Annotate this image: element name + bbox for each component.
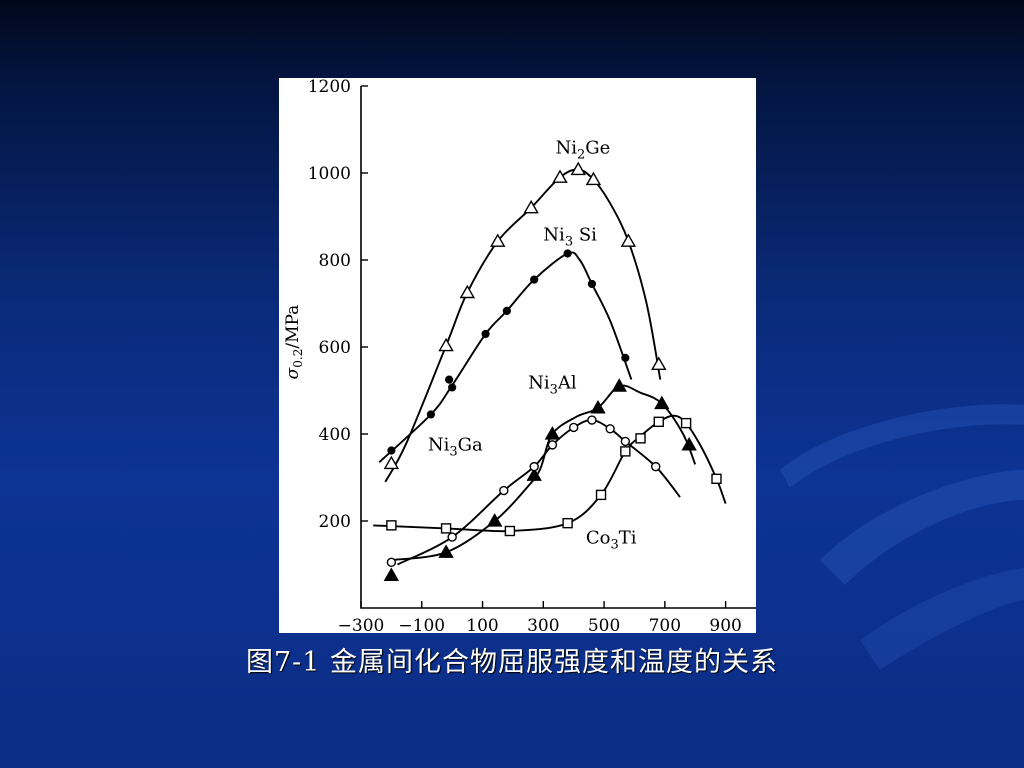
y-tick-label: 1000: [308, 164, 351, 184]
data-point-ni3ga: [587, 415, 597, 425]
data-point-ni3si: [587, 279, 597, 289]
data-point-ni2ge: [383, 455, 400, 470]
data-point-ni3si: [621, 353, 630, 362]
data-point-ni3si: [502, 306, 511, 315]
data-point-ni3al: [526, 467, 542, 481]
data-point-co3ti: [562, 517, 573, 529]
data-point-ni2ge: [552, 169, 568, 183]
data-point-ni3al: [544, 426, 561, 440]
data-point-ni3al: [438, 544, 454, 558]
y-tick-label: 1200: [308, 78, 351, 97]
data-point-ni2ge: [490, 233, 506, 247]
y-tick-label: 800: [319, 251, 351, 271]
data-point-ni2ge: [523, 199, 539, 214]
data-point-ni2ge: [570, 161, 586, 176]
data-point-ni2ge: [438, 337, 454, 352]
series-label-ni3al: Ni3Al: [528, 372, 577, 397]
series-label-ni3ga: Ni3Ga: [428, 435, 483, 460]
data-point-co3ti: [504, 525, 516, 537]
chart-panel: 200 400 600 800 1000 1200 −300 −100 100 300 500 700…: [279, 78, 756, 633]
data-point-ni3ga: [529, 461, 539, 472]
series-label-ni3si: Ni3 Si: [543, 224, 597, 249]
data-point-ni3al: [681, 436, 697, 451]
data-point-ni3ga: [620, 436, 631, 447]
data-point-ni3al: [486, 513, 503, 527]
data-point-ni3ga: [605, 424, 615, 434]
series-line-ni3al: [391, 384, 697, 562]
x-tick-label: 300: [527, 616, 559, 633]
y-tick-label: 600: [319, 338, 351, 358]
axis-frame: [360, 86, 756, 609]
x-tick-label: 900: [709, 616, 741, 633]
data-point-ni3si: [481, 329, 490, 339]
data-point-ni3si: [426, 410, 435, 419]
data-point-ni3si: [530, 275, 539, 284]
yield-strength-chart: 200 400 600 800 1000 1200 −300 −100 100 300 500 700…: [283, 78, 756, 633]
data-point-ni2ge: [620, 233, 637, 247]
data-point-ni3si: [448, 383, 457, 392]
data-point-co3ti: [635, 433, 646, 444]
data-point-ni3si: [563, 249, 572, 258]
data-point-co3ti: [680, 417, 692, 429]
x-tick-label: −100: [398, 616, 445, 633]
data-point-ni3al: [383, 567, 400, 581]
data-point-ni3al: [654, 395, 670, 410]
data-point-ni2ge: [651, 356, 667, 370]
data-point-co3ti: [711, 473, 722, 485]
slide-caption: 图7-1 金属间化合物屈服强度和温度的关系: [245, 647, 779, 678]
series-label-co3ti: Co3Ti: [586, 528, 637, 553]
data-point-ni2ge: [585, 171, 602, 186]
data-point-co3ti: [620, 446, 631, 457]
x-tick-label: 500: [588, 616, 620, 633]
data-point-ni3ga: [547, 440, 558, 450]
data-point-co3ti: [386, 520, 397, 531]
series-label-ni2ge: Ni2Ge: [555, 137, 610, 162]
data-point-co3ti: [653, 416, 664, 428]
data-point-ni3ga: [499, 485, 509, 496]
y-tick-label: 200: [319, 512, 351, 532]
x-tick-label: 700: [649, 616, 681, 633]
data-point-co3ti: [595, 489, 607, 501]
data-point-ni3al: [611, 378, 627, 392]
data-point-co3ti: [440, 523, 452, 534]
data-point-ni3ga: [386, 557, 397, 568]
x-tick-label: −300: [338, 616, 385, 633]
data-point-ni3si: [387, 446, 396, 455]
data-point-ni3ga: [568, 422, 579, 433]
y-tick-label: 400: [319, 425, 351, 445]
data-point-ni3ga: [651, 461, 661, 472]
y-axis-label: σ0.2/MPa: [283, 305, 305, 380]
data-point-ni3si: [445, 375, 454, 384]
x-tick-label: 100: [466, 616, 498, 633]
data-point-ni3al: [590, 399, 606, 414]
data-point-ni2ge: [459, 284, 476, 299]
data-point-ni3ga: [447, 532, 457, 542]
